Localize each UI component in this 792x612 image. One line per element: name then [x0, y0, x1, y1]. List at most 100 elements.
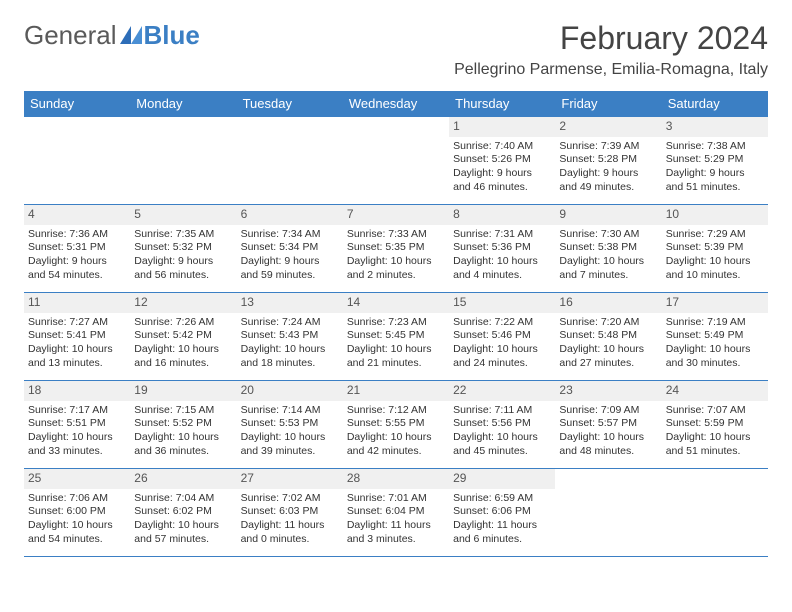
day-number: 26	[130, 469, 236, 489]
sunset-line: Sunset: 5:35 PM	[347, 241, 445, 255]
sunrise-line: Sunrise: 7:20 AM	[559, 316, 657, 330]
day-info: Sunrise: 7:31 AMSunset: 5:36 PMDaylight:…	[453, 228, 551, 283]
calendar-day: 16Sunrise: 7:20 AMSunset: 5:48 PMDayligh…	[555, 293, 661, 381]
sunrise-line: Sunrise: 6:59 AM	[453, 492, 551, 506]
sunset-line: Sunset: 5:42 PM	[134, 329, 232, 343]
calendar-day: 19 Sunrise: 7:15 AMSunset: 5:52 PMDayligh…	[130, 381, 236, 469]
sunset-line: Sunset: 5:38 PM	[559, 241, 657, 255]
calendar-day: 9Sunrise: 7:30 AMSunset: 5:38 PMDaylight…	[555, 205, 661, 293]
logo-text-1: General	[24, 20, 117, 51]
sunset-line: Sunset: 5:32 PM	[134, 241, 232, 255]
calendar-day: 5Sunrise: 7:35 AMSunset: 5:32 PMDaylight…	[130, 205, 236, 293]
sunrise-line: Sunrise: 7:39 AM	[559, 140, 657, 154]
calendar-empty	[662, 469, 768, 557]
sunrise-line: Sunrise: 7:33 AM	[347, 228, 445, 242]
day-number: 27	[237, 469, 343, 489]
sunrise-line: Sunrise: 7:31 AM	[453, 228, 551, 242]
day-info: Sunrise: 7:30 AMSunset: 5:38 PMDaylight:…	[559, 228, 657, 283]
calendar-day: 2Sunrise: 7:39 AMSunset: 5:28 PMDaylight…	[555, 117, 661, 205]
calendar-day: 20Sunrise: 7:14 AMSunset: 5:53 PMDayligh…	[237, 381, 343, 469]
day-info: Sunrise: 7:06 AMSunset: 6:00 PMDaylight:…	[28, 492, 126, 547]
day-number: 19	[130, 381, 236, 401]
sunset-line: Sunset: 6:06 PM	[453, 505, 551, 519]
day-info: Sunrise: 7:29 AMSunset: 5:39 PMDaylight:…	[666, 228, 764, 283]
daylight-line: Daylight: 10 hours and 27 minutes.	[559, 343, 657, 370]
sunset-line: Sunset: 5:41 PM	[28, 329, 126, 343]
day-number: 14	[343, 293, 449, 313]
day-number: 13	[237, 293, 343, 313]
sunset-line: Sunset: 5:51 PM	[28, 417, 126, 431]
day-number: 24	[662, 381, 768, 401]
sunrise-line: Sunrise: 7:36 AM	[28, 228, 126, 242]
sunrise-line: Sunrise: 7:35 AM	[134, 228, 232, 242]
day-info: Sunrise: 7:07 AMSunset: 5:59 PMDaylight:…	[666, 404, 764, 459]
daylight-line: Daylight: 10 hours and 48 minutes.	[559, 431, 657, 458]
sunset-line: Sunset: 6:03 PM	[241, 505, 339, 519]
sunrise-line: Sunrise: 7:24 AM	[241, 316, 339, 330]
calendar-day: 29 Sunrise: 6:59 AMSunset: 6:06 PMDayligh…	[449, 469, 555, 557]
daylight-line: Daylight: 10 hours and 39 minutes.	[241, 431, 339, 458]
sunset-line: Sunset: 5:26 PM	[453, 153, 551, 167]
sunrise-line: Sunrise: 7:17 AM	[28, 404, 126, 418]
day-info: Sunrise: 7:14 AMSunset: 5:53 PMDaylight:…	[241, 404, 339, 459]
daylight-line: Daylight: 11 hours and 3 minutes.	[347, 519, 445, 546]
weekday-header-row: SundayMondayTuesdayWednesdayThursdayFrid…	[24, 91, 768, 117]
sunset-line: Sunset: 5:36 PM	[453, 241, 551, 255]
sunset-line: Sunset: 5:53 PM	[241, 417, 339, 431]
daylight-line: Daylight: 9 hours and 51 minutes.	[666, 167, 764, 194]
calendar-day: 12Sunrise: 7:26 AMSunset: 5:42 PMDayligh…	[130, 293, 236, 381]
weekday-header: Sunday	[24, 91, 130, 117]
day-info: Sunrise: 7:24 AMSunset: 5:43 PMDaylight:…	[241, 316, 339, 371]
sunrise-line: Sunrise: 7:27 AM	[28, 316, 126, 330]
day-number: 21	[343, 381, 449, 401]
calendar-day: 27Sunrise: 7:02 AMSunset: 6:03 PMDayligh…	[237, 469, 343, 557]
calendar-body: 1Sunrise: 7:40 AMSunset: 5:26 PMDaylight…	[24, 117, 768, 557]
calendar-day: 4 Sunrise: 7:36 AMSunset: 5:31 PMDaylight…	[24, 205, 130, 293]
day-info: Sunrise: 7:01 AMSunset: 6:04 PMDaylight:…	[347, 492, 445, 547]
logo-text-2: Blue	[144, 20, 200, 51]
daylight-line: Daylight: 10 hours and 36 minutes.	[134, 431, 232, 458]
calendar-day: 23Sunrise: 7:09 AMSunset: 5:57 PMDayligh…	[555, 381, 661, 469]
calendar-row: 18Sunrise: 7:17 AMSunset: 5:51 PMDayligh…	[24, 381, 768, 469]
daylight-line: Daylight: 9 hours and 46 minutes.	[453, 167, 551, 194]
sunset-line: Sunset: 5:56 PM	[453, 417, 551, 431]
sunset-line: Sunset: 5:45 PM	[347, 329, 445, 343]
sunset-line: Sunset: 5:31 PM	[28, 241, 126, 255]
day-info: Sunrise: 7:34 AMSunset: 5:34 PMDaylight:…	[241, 228, 339, 283]
sunset-line: Sunset: 5:39 PM	[666, 241, 764, 255]
logo: General Blue	[24, 20, 200, 51]
sunset-line: Sunset: 5:59 PM	[666, 417, 764, 431]
day-number: 17	[662, 293, 768, 313]
day-info: Sunrise: 7:09 AMSunset: 5:57 PMDaylight:…	[559, 404, 657, 459]
sunrise-line: Sunrise: 7:30 AM	[559, 228, 657, 242]
day-info: Sunrise: 7:23 AMSunset: 5:45 PMDaylight:…	[347, 316, 445, 371]
header: General Blue February 2024 Pellegrino Par…	[24, 20, 768, 79]
calendar-day: 21Sunrise: 7:12 AMSunset: 5:55 PMDayligh…	[343, 381, 449, 469]
day-info: Sunrise: 7:40 AMSunset: 5:26 PMDaylight:…	[453, 140, 551, 195]
day-info: Sunrise: 7:22 AMSunset: 5:46 PMDaylight:…	[453, 316, 551, 371]
calendar-day: 26Sunrise: 7:04 AMSunset: 6:02 PMDayligh…	[130, 469, 236, 557]
sunrise-line: Sunrise: 7:14 AM	[241, 404, 339, 418]
calendar-day: 24 Sunrise: 7:07 AMSunset: 5:59 PMDayligh…	[662, 381, 768, 469]
calendar-day: 25Sunrise: 7:06 AMSunset: 6:00 PMDayligh…	[24, 469, 130, 557]
sunrise-line: Sunrise: 7:23 AM	[347, 316, 445, 330]
calendar-day: 6Sunrise: 7:34 AMSunset: 5:34 PMDaylight…	[237, 205, 343, 293]
weekday-header: Thursday	[449, 91, 555, 117]
sunrise-line: Sunrise: 7:01 AM	[347, 492, 445, 506]
sunrise-line: Sunrise: 7:06 AM	[28, 492, 126, 506]
day-number: 4	[24, 205, 130, 225]
calendar-day: 3Sunrise: 7:38 AMSunset: 5:29 PMDaylight…	[662, 117, 768, 205]
calendar-day: 1Sunrise: 7:40 AMSunset: 5:26 PMDaylight…	[449, 117, 555, 205]
daylight-line: Daylight: 9 hours and 54 minutes.	[28, 255, 126, 282]
day-info: Sunrise: 7:17 AMSunset: 5:51 PMDaylight:…	[28, 404, 126, 459]
day-info: Sunrise: 7:35 AMSunset: 5:32 PMDaylight:…	[134, 228, 232, 283]
day-number: 29	[449, 469, 555, 489]
title-block: February 2024 Pellegrino Parmense, Emili…	[454, 20, 768, 79]
sunrise-line: Sunrise: 7:40 AM	[453, 140, 551, 154]
day-info: Sunrise: 6:59 AMSunset: 6:06 PMDaylight:…	[453, 492, 551, 547]
weekday-header: Saturday	[662, 91, 768, 117]
day-info: Sunrise: 7:15 AMSunset: 5:52 PMDaylight:…	[134, 404, 232, 459]
calendar-day: 22Sunrise: 7:11 AMSunset: 5:56 PMDayligh…	[449, 381, 555, 469]
calendar-day: 11Sunrise: 7:27 AMSunset: 5:41 PMDayligh…	[24, 293, 130, 381]
daylight-line: Daylight: 10 hours and 10 minutes.	[666, 255, 764, 282]
